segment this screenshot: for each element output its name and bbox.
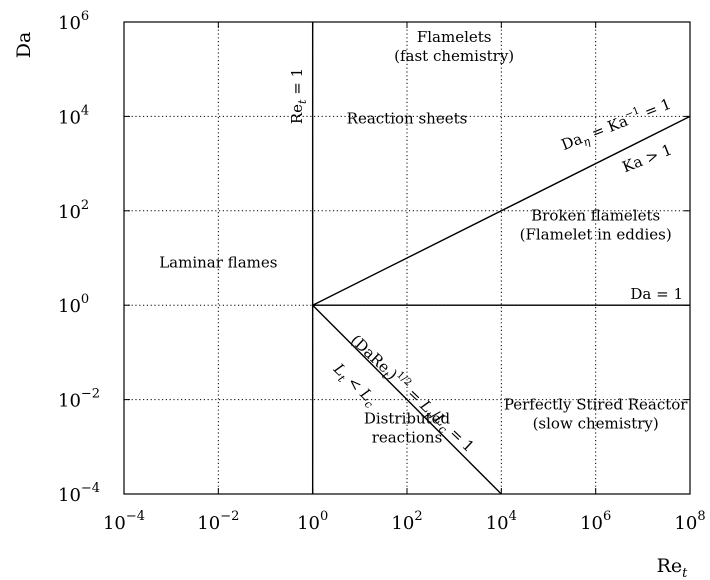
- region-label: Distributed: [364, 410, 451, 428]
- region-label: Perfectly Stired Reactor: [504, 395, 688, 413]
- y-tick-label: 10−4: [58, 481, 100, 506]
- region-label: Broken flamelets: [531, 207, 660, 225]
- region-labels: Flamelets(fast chemistry) Reaction sheets…: [159, 28, 688, 446]
- y-tick-label: 100: [58, 292, 89, 317]
- region-label: Reaction sheets: [347, 110, 468, 128]
- x-tick-label: 102: [391, 509, 422, 534]
- tick-labels: 10−4 10−2 100 102 104 106 108 10−4 10−2 100 102 104…: [58, 9, 706, 534]
- y-tick-label: 102: [58, 198, 89, 223]
- x-axis-title: Ret: [657, 555, 689, 580]
- region-label: (Flamelet in eddies): [520, 226, 672, 244]
- tick-marks: [123, 21, 691, 495]
- y-tick-label: 10−2: [58, 387, 100, 412]
- x-tick-label: 10−2: [197, 509, 239, 534]
- region-label: Flamelets: [417, 28, 492, 46]
- x-tick-label: 106: [580, 509, 611, 534]
- y-tick-label: 106: [58, 9, 89, 34]
- x-tick-label: 104: [486, 509, 517, 534]
- y-tick-label: 104: [58, 103, 89, 128]
- region-label: (fast chemistry): [394, 47, 514, 65]
- label-da-1: Da = 1: [630, 285, 683, 303]
- boundary-line-3: [312, 115, 691, 306]
- region-label: reactions: [372, 429, 443, 447]
- x-tick-label: 108: [674, 509, 705, 534]
- label-lt-lt-lc: Lt < Lc: [327, 359, 380, 411]
- regime-boundaries: [311, 22, 691, 495]
- label-ret-1: Ret = 1: [288, 68, 309, 124]
- y-axis-title: Da: [13, 32, 35, 59]
- boundary-line-4: [312, 304, 502, 495]
- region-label: (slow chemistry): [533, 414, 659, 432]
- label-ka-gt-1: Ka > 1: [620, 140, 675, 176]
- x-tick-label: 100: [297, 509, 328, 534]
- region-label: Laminar flames: [159, 254, 277, 272]
- x-tick-label: 10−4: [103, 509, 145, 534]
